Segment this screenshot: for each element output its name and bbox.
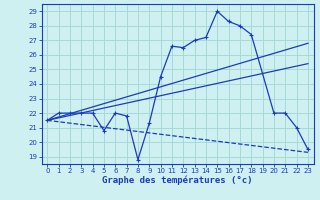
X-axis label: Graphe des températures (°c): Graphe des températures (°c) xyxy=(102,176,253,185)
